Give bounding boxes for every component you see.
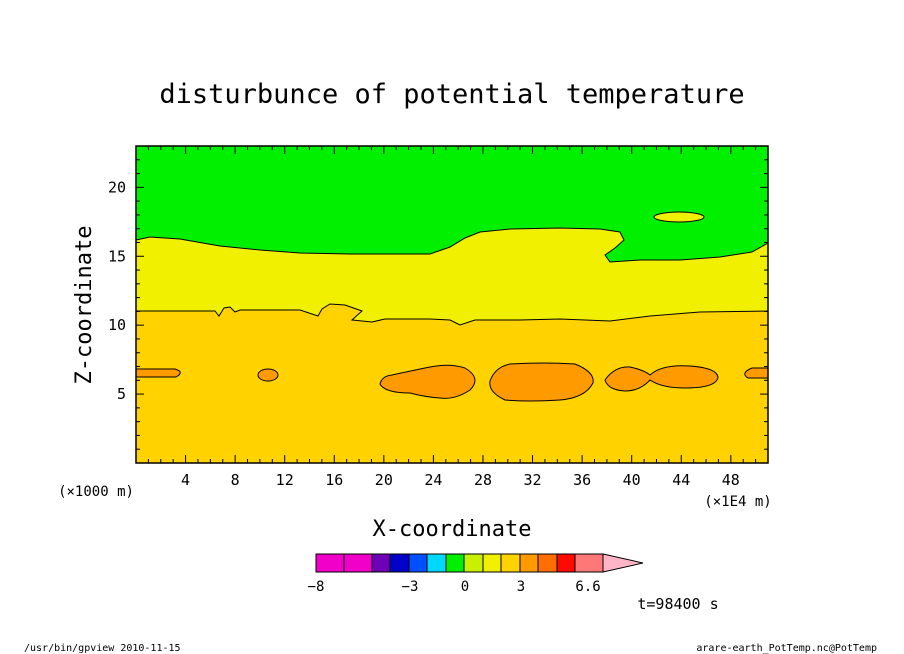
plot-area — [135, 145, 769, 464]
colorbar-label: −3 — [402, 579, 419, 595]
x-tick-label: 28 — [474, 471, 492, 489]
x-tick-label: 24 — [424, 471, 442, 489]
x-tick-label: 48 — [722, 471, 740, 489]
x-tick-label: 44 — [672, 471, 690, 489]
x-tick-label: 20 — [375, 471, 393, 489]
colorbar-segment — [519, 553, 539, 573]
colorbar-segment — [315, 553, 345, 573]
colorbar: −8 −3 0 3 6.6 — [308, 553, 644, 595]
y-axis-label: Z-coordinate — [72, 226, 97, 385]
x-tick-label: 8 — [231, 471, 240, 489]
y-tick-label: 20 — [108, 178, 126, 196]
x-unit-label: (×1E4 m) — [704, 494, 771, 510]
colorbar-segment — [537, 553, 558, 573]
x-tick-label: 32 — [524, 471, 542, 489]
colorbar-segment — [343, 553, 373, 573]
x-tick-label: 40 — [623, 471, 641, 489]
x-tick-label: 16 — [325, 471, 343, 489]
cell-small — [257, 368, 279, 382]
colorbar-segment — [482, 553, 502, 573]
y-unit-label: (×1000 m) — [58, 484, 134, 500]
cell-left-edge — [135, 368, 181, 378]
colorbar-segment — [445, 553, 465, 573]
island-yellow — [653, 211, 705, 223]
cell-b — [489, 362, 594, 402]
chart-title: disturbunce of potential temperature — [159, 79, 744, 110]
colorbar-segment — [500, 553, 521, 573]
colorbar-segment — [408, 553, 428, 573]
y-tick-label: 15 — [108, 247, 126, 265]
colorbar-segment — [371, 553, 391, 573]
colorbar-label: 0 — [461, 579, 469, 595]
footer-left: /usr/bin/gpview 2010-11-15 — [24, 643, 181, 654]
colorbar-label: 3 — [517, 579, 525, 595]
colorbar-segment — [463, 553, 484, 573]
y-tick-label: 5 — [117, 385, 126, 403]
cell-c — [604, 365, 719, 392]
colorbar-label: 6.6 — [575, 579, 600, 595]
footer-right: arare-earth_PotTemp.nc@PotTemp — [696, 643, 877, 654]
y-tick-label: 10 — [108, 316, 126, 334]
colorbar-segment — [556, 553, 576, 573]
time-label: t=98400 s — [637, 595, 718, 613]
x-tick-label: 12 — [276, 471, 294, 489]
x-tick-label: 4 — [181, 471, 190, 489]
colorbar-arrow — [602, 553, 644, 573]
region-upper — [135, 145, 769, 263]
cell-a — [379, 364, 476, 399]
colorbar-segment — [574, 553, 604, 573]
colorbar-segment — [426, 553, 447, 573]
colorbar-segment — [389, 553, 410, 573]
x-tick-label: 36 — [573, 471, 591, 489]
x-axis-label: X-coordinate — [373, 517, 532, 542]
colorbar-label: −8 — [308, 579, 325, 595]
plot-frame — [135, 145, 769, 464]
cell-right-edge — [744, 367, 769, 379]
